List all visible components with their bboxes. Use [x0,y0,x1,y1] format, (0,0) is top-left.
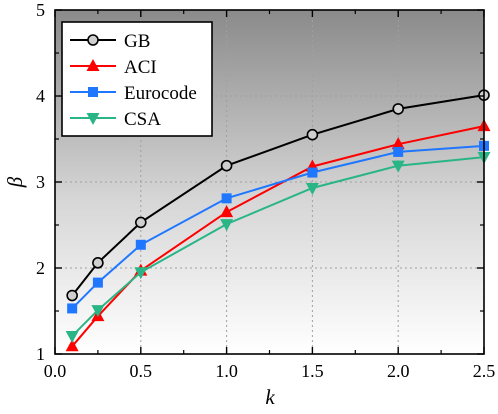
data-point-gb [306,128,319,141]
y-tick-label: 2 [36,258,45,278]
legend-label-eurocode: Eurocode [124,83,197,104]
x-tick-label: 2.0 [387,361,410,381]
series-layer [65,89,491,352]
data-point-gb [66,289,78,302]
y-tick-label: 4 [36,86,45,106]
legend-marker-csa [86,113,100,125]
data-point-aci [220,205,234,218]
data-point-gb [220,159,233,172]
y-axis-title: β [3,176,27,188]
data-point-eurocode [307,167,318,178]
x-axis-title: k [265,385,275,409]
y-tick-label: 5 [36,0,45,20]
data-point-csa [91,305,105,318]
data-point-eurocode [92,277,103,288]
data-point-gb [135,216,147,229]
axis-ticks: 0.0 0.5 1.0 1.5 2.0 2.5 1 2 3 4 5 [36,0,495,381]
legend-label-aci: ACI [124,57,157,78]
data-point-aci [65,339,79,352]
x-tick-label: 0.5 [130,361,153,381]
legend-marker-gb [87,34,99,46]
data-point-gb [392,103,405,115]
series-gb [66,89,490,302]
data-point-gb [92,257,104,269]
data-point-csa [305,183,319,196]
data-point-eurocode [393,146,404,157]
data-point-csa [134,267,148,280]
y-tick-label: 3 [36,172,45,192]
data-point-eurocode [135,239,146,250]
x-tick-label: 1.0 [215,361,238,381]
x-tick-label: 2.5 [473,361,496,381]
series-csa [65,152,491,343]
data-point-eurocode [221,193,232,204]
data-point-aci [391,137,405,150]
legend-label-csa: CSA [124,109,161,130]
legend: GB ACI Eurocode CSA [61,21,213,137]
data-point-csa [220,219,234,232]
data-point-csa [65,330,79,343]
x-tick-label: 1.5 [301,361,324,381]
data-point-eurocode [67,303,78,314]
x-tick-label: 0.0 [44,361,67,381]
legend-marker-aci [86,59,100,71]
legend-marker-eurocode [88,87,98,97]
data-point-csa [391,160,405,173]
legend-label-gb: GB [124,31,150,52]
y-tick-label: 1 [36,344,45,364]
